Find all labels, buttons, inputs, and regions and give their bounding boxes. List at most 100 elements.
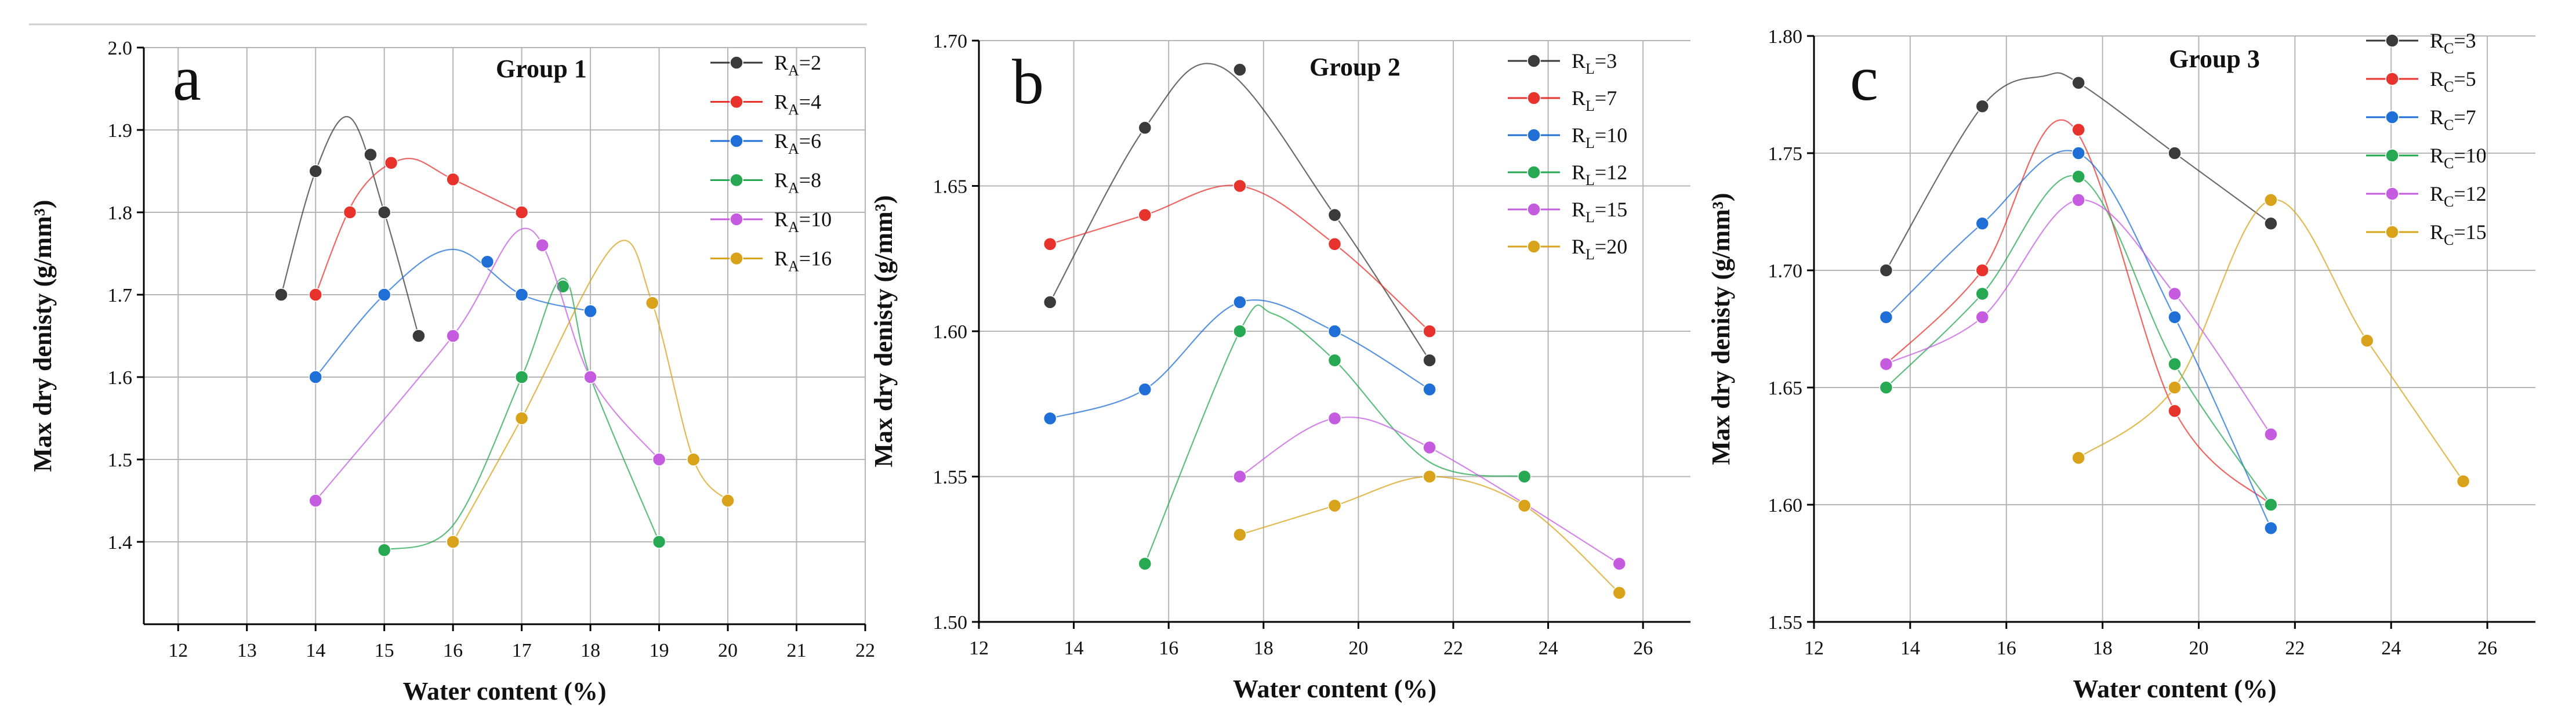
y-tick-label: 1.50 <box>933 612 968 634</box>
x-tick-label: 21 <box>787 640 807 661</box>
data-point <box>343 205 357 219</box>
legend-label-sub: C <box>2444 231 2454 248</box>
x-axis-title: Water content (%) <box>402 677 606 705</box>
legend-item: RC=7 <box>2366 106 2476 133</box>
data-point <box>2168 404 2182 418</box>
data-point <box>1975 287 1990 301</box>
data-point <box>274 288 288 302</box>
legend-label-main: R <box>2430 182 2444 205</box>
data-point <box>1138 557 1152 571</box>
legend-label-main: R <box>2430 67 2444 91</box>
y-axis-title: Max dry denisty (g/mm³) <box>28 200 57 472</box>
data-point <box>1233 63 1247 77</box>
data-point <box>1233 469 1247 484</box>
legend-label: RC=12 <box>2430 182 2487 210</box>
group-title: Group 3 <box>2169 45 2260 73</box>
series-line <box>1239 476 1620 593</box>
series-green <box>1879 169 2278 512</box>
legend-label: RC=7 <box>2430 106 2476 133</box>
series-line <box>315 227 660 501</box>
data-point <box>514 370 529 384</box>
data-point <box>1327 498 1342 513</box>
legend-marker <box>1527 165 1541 179</box>
y-tick-label: 1.7 <box>108 285 133 306</box>
legend-marker <box>730 95 743 109</box>
legend-label-sub: A <box>788 219 799 236</box>
x-tick-label: 15 <box>375 640 394 661</box>
data-point <box>2264 498 2278 512</box>
legend-label-value: =10 <box>1595 124 1627 147</box>
legend-item: RL=15 <box>1508 198 1627 226</box>
legend-label-main: R <box>2430 106 2444 129</box>
legend-label-sub: L <box>1585 172 1595 189</box>
x-tick-label: 22 <box>2285 638 2305 659</box>
x-tick-label: 14 <box>306 640 325 661</box>
legend-label-value: =10 <box>799 208 832 231</box>
series-blue <box>1043 295 1436 426</box>
x-tick-label: 18 <box>580 640 600 661</box>
data-point <box>1975 216 1990 230</box>
x-tick-label: 12 <box>168 640 188 661</box>
legend-marker <box>1527 128 1541 142</box>
legend-label-sub: A <box>788 258 799 275</box>
legend-label-main: R <box>2430 144 2444 167</box>
series-line <box>1050 184 1430 332</box>
data-point <box>2071 169 2085 184</box>
series-red <box>309 156 529 302</box>
legend-label-value: =6 <box>799 129 821 153</box>
data-point <box>309 164 322 178</box>
legend-label-value: =12 <box>1595 161 1627 184</box>
y-tick-label: 1.70 <box>1768 260 1803 282</box>
data-point <box>687 453 701 466</box>
data-point <box>1327 411 1342 426</box>
x-axis-title: Water content (%) <box>2073 675 2276 703</box>
series-line <box>280 115 419 336</box>
panel-letter: b <box>1012 46 1044 117</box>
data-point <box>446 535 460 549</box>
legend-marker <box>2385 34 2399 48</box>
y-tick-label: 1.9 <box>108 120 133 142</box>
data-point <box>583 304 597 318</box>
legend-item: RL=10 <box>1508 124 1627 151</box>
legend-item: RL=7 <box>1508 86 1617 114</box>
data-point <box>1043 295 1057 309</box>
legend-marker <box>2385 110 2399 124</box>
legend-label-main: R <box>774 208 788 231</box>
data-point <box>1327 237 1342 251</box>
series-gold <box>2071 193 2470 488</box>
series-gold <box>446 240 735 549</box>
legend-label-main: R <box>774 247 788 270</box>
data-point <box>1879 310 1893 324</box>
legend-item: RA=8 <box>710 169 821 197</box>
legend-label-value: =5 <box>2454 67 2476 91</box>
series-blue <box>1879 146 2278 535</box>
data-point <box>1975 263 1990 277</box>
data-point <box>2264 428 2278 441</box>
legend-marker <box>2385 225 2399 239</box>
data-point <box>1043 237 1057 251</box>
data-point <box>377 288 391 302</box>
x-tick-label: 24 <box>2381 638 2401 659</box>
x-tick-label: 20 <box>718 640 738 661</box>
legend-item: RC=15 <box>2366 220 2487 248</box>
x-tick-label: 14 <box>1064 638 1084 659</box>
series-blue <box>309 248 597 384</box>
legend-marker <box>730 134 743 148</box>
legend-label-value: =7 <box>1595 86 1617 110</box>
series-purple <box>1879 193 2278 441</box>
legend-label-sub: A <box>788 102 799 118</box>
legend-item: RL=3 <box>1508 49 1617 77</box>
data-point <box>377 205 391 219</box>
legend-marker <box>1527 202 1541 216</box>
legend-label-sub: A <box>788 62 799 79</box>
legend-label-value: =20 <box>1595 235 1627 258</box>
legend-label: RA=8 <box>774 169 821 197</box>
series-purple <box>309 227 666 508</box>
data-point <box>1612 557 1627 571</box>
legend-item: RA=2 <box>710 51 821 79</box>
series-line <box>1049 63 1431 361</box>
data-point <box>1327 353 1342 367</box>
chart-panel-a: 12 13 14 15 16 17 18 19 20 21 22 1.4 1.5 1.6 1.7 1.8 1.9… <box>28 38 875 705</box>
legend-label-sub: A <box>788 180 799 197</box>
